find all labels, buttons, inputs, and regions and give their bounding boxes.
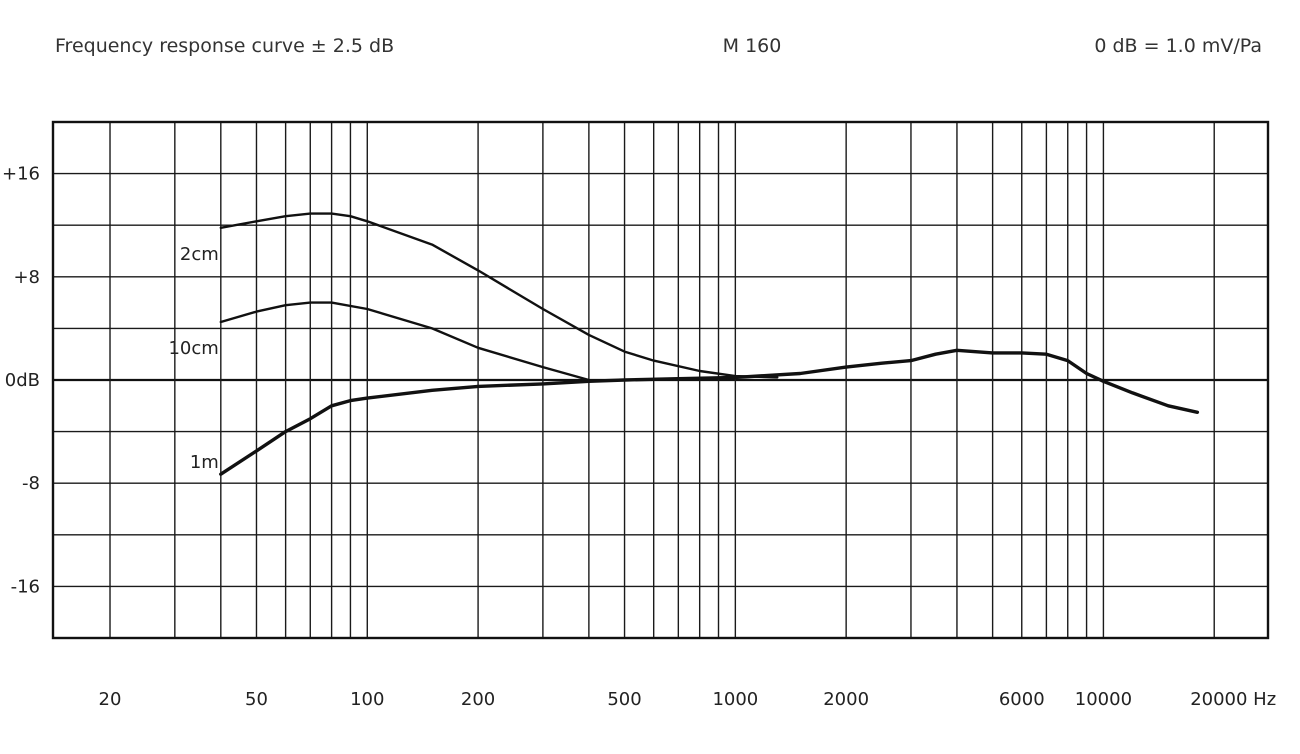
header-title: Frequency response curve ± 2.5 dB [55, 35, 394, 57]
x-tick-label: 50 [245, 689, 268, 710]
x-tick-label: 500 [607, 689, 641, 710]
x-tick-label: 20 [99, 689, 122, 710]
curve-labels: 2cm 10cm 1m [168, 244, 218, 473]
y-tick-label: 0dB [5, 370, 40, 391]
series-label-10cm: 10cm [168, 338, 218, 359]
series-line-1m [219, 348, 1200, 476]
response-curves [219, 212, 1200, 476]
x-tick-label: 2000 [823, 689, 869, 710]
x-tick-label: 200 [461, 689, 495, 710]
y-tick-label: -16 [11, 576, 40, 597]
y-tick-label: +8 [13, 267, 40, 288]
x-tick-label: 100 [350, 689, 384, 710]
plot-frame [51, 120, 1270, 640]
series-line-10cm [219, 301, 591, 382]
x-tick-label: 1000 [712, 689, 758, 710]
series-label-2cm: 2cm [180, 244, 219, 265]
header-model: M 160 [723, 35, 782, 57]
x-tick-label: 10000 [1075, 689, 1132, 710]
y-tick-label: +16 [2, 164, 40, 185]
y-axis-ticks: +16 +8 0dB -8 -16 [2, 164, 40, 598]
y-tick-label: -8 [22, 473, 40, 494]
header-reference: 0 dB = 1.0 mV/Pa [1094, 35, 1262, 57]
x-tick-label: 20000 Hz [1190, 689, 1276, 710]
series-label-1m: 1m [190, 452, 219, 473]
series-line-2cm [219, 212, 779, 379]
x-axis-ticks: 20 50 100 200 500 1000 2000 6000 10000 20000 Hz [99, 689, 1277, 710]
x-tick-label: 6000 [999, 689, 1045, 710]
